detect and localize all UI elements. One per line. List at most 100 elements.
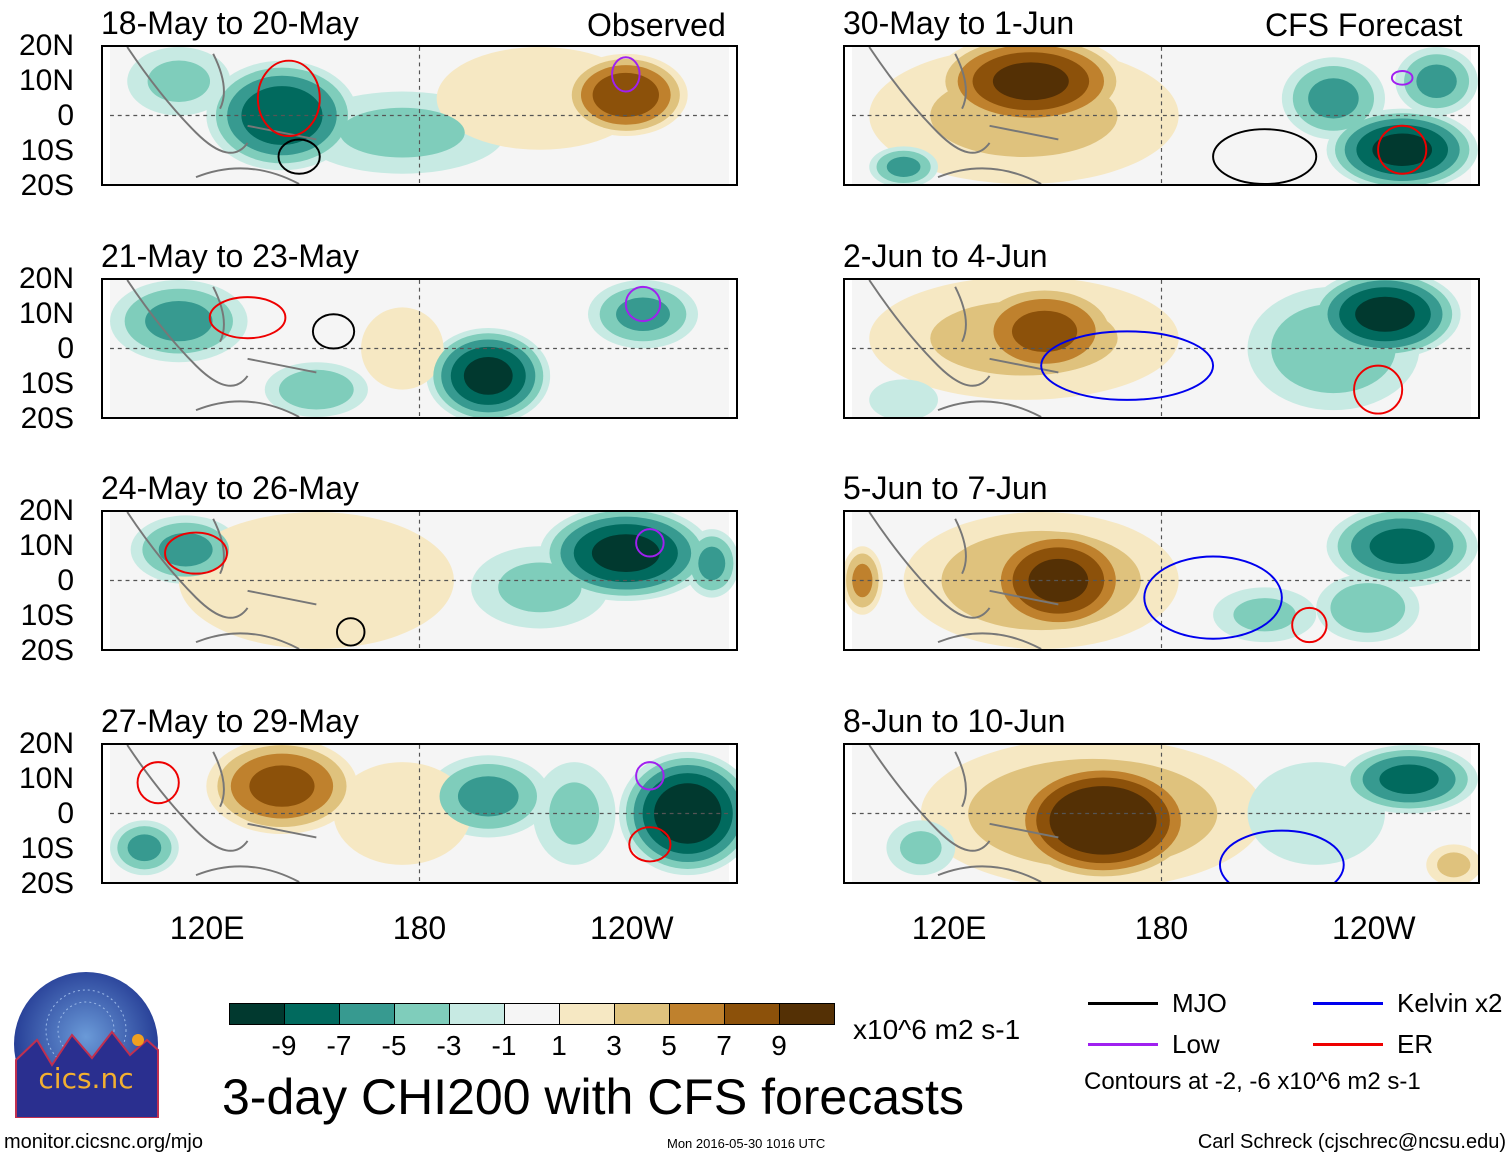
lat-label: 10S [20,367,74,400]
colorbar-swatch [724,1003,780,1025]
map-panel [843,45,1480,186]
lat-label: 10N [18,297,74,330]
lon-label: 120W [590,910,674,946]
anomaly-shade [457,776,519,817]
footer-timestamp: Mon 2016-05-30 1016 UTC [667,1136,826,1151]
lat-label: 0 [57,332,74,365]
anomaly-shade [1372,133,1433,166]
er-contour [164,531,228,575]
colorbar-swatch [449,1003,505,1025]
er-contour [628,826,672,863]
units-label: x10^6 m2 s-1 [853,1014,1021,1045]
legend-line [1313,1043,1383,1046]
legend-label: Kelvin x2 [1397,988,1503,1018]
anomaly-shade [145,300,213,342]
low-contour [624,285,662,323]
anomaly-shade [992,62,1069,101]
lat-label: 20N [18,29,74,62]
legend-label: ER [1397,1029,1434,1059]
legend-label: Low [1172,1029,1220,1059]
anomaly-shade [1308,78,1359,119]
panel-title: 30-May to 1-Jun [843,5,1075,41]
observed-label: Observed [587,7,726,43]
lon-label: 120E [911,910,987,946]
colorbar-swatch [779,1003,835,1025]
panel-title: 18-May to 20-May [101,5,359,41]
shading [886,745,1478,882]
anomaly-shade [1355,296,1415,332]
anomaly-shade [886,156,921,177]
anomaly-shade [333,762,472,865]
colorbar-tick: -3 [436,1030,462,1061]
shading [110,745,736,876]
er-contour [208,296,287,340]
colorbar-swatch [394,1003,450,1025]
colorbar-swatch [504,1003,560,1025]
lat-label: 20N [18,262,74,295]
low-contour [1390,70,1414,86]
anomaly-shade [1011,310,1078,353]
anomaly-shade [147,60,211,102]
anomaly-shade [1379,764,1439,795]
legend-line [1088,1002,1158,1005]
anomaly-shade [592,72,659,117]
anomaly-shade [1437,852,1471,878]
coastline [126,47,317,184]
anomaly-shade [278,369,354,410]
colorbar-tick: -5 [381,1030,407,1061]
map-panel [843,510,1480,651]
er-contour [136,761,180,805]
anomaly-shade [158,532,213,567]
lat-label: 0 [57,797,74,830]
colorbar-swatch [559,1003,615,1025]
lat-label: 20S [20,402,74,435]
er-contour [256,59,321,138]
figure-title: 3-day CHI200 with CFS forecasts [222,1069,964,1125]
anomaly-shade [498,562,582,613]
panel-title: 5-Jun to 7-Jun [843,470,1048,506]
shading [845,512,1478,649]
er-contour [1377,124,1428,175]
lat-label: 10N [18,762,74,795]
coastline [868,512,1059,649]
lat-label: 0 [57,564,74,597]
anomaly-shade [1247,762,1386,865]
lat-label: 20N [18,727,74,760]
low-contour [635,528,665,558]
lat-label: 10S [20,134,74,167]
panel-title: 2-Jun to 4-Jun [843,238,1048,274]
anomaly-shade [361,307,444,390]
low-contour [635,761,665,791]
mjo-contour [277,138,321,175]
kelvin-contour [1040,330,1215,401]
colorbar-swatch [669,1003,725,1025]
mjo-contour [1212,128,1318,184]
map-panel [843,278,1480,419]
colorbar-tick: 3 [606,1030,622,1061]
colorbar-tick: 7 [716,1030,732,1061]
anomaly-shade [249,765,315,807]
logo-text: cics.nc [38,1062,133,1095]
legend-line [1088,1043,1158,1046]
colorbar-swatch [284,1003,340,1025]
panel-title: 27-May to 29-May [101,703,359,739]
legend-label: MJO [1172,988,1227,1018]
lon-label: 120W [1332,910,1416,946]
colorbar-tick: -9 [271,1030,297,1061]
map-panel [101,45,738,186]
map-panel [101,278,738,419]
mjo-contour [336,617,366,647]
er-contour [1353,364,1404,415]
map-panel [843,743,1480,884]
anomaly-shade [869,379,938,417]
anomaly-shade [1416,64,1457,99]
anomaly-shade [1049,786,1157,855]
lat-label: 20S [20,169,74,202]
footer-url[interactable]: monitor.cicsnc.org/mjo [4,1131,203,1153]
anomaly-shade [1369,528,1435,564]
coastline [126,745,317,882]
kelvin-contour [1143,555,1283,640]
shading [869,280,1461,417]
anomaly-shade [339,107,465,158]
